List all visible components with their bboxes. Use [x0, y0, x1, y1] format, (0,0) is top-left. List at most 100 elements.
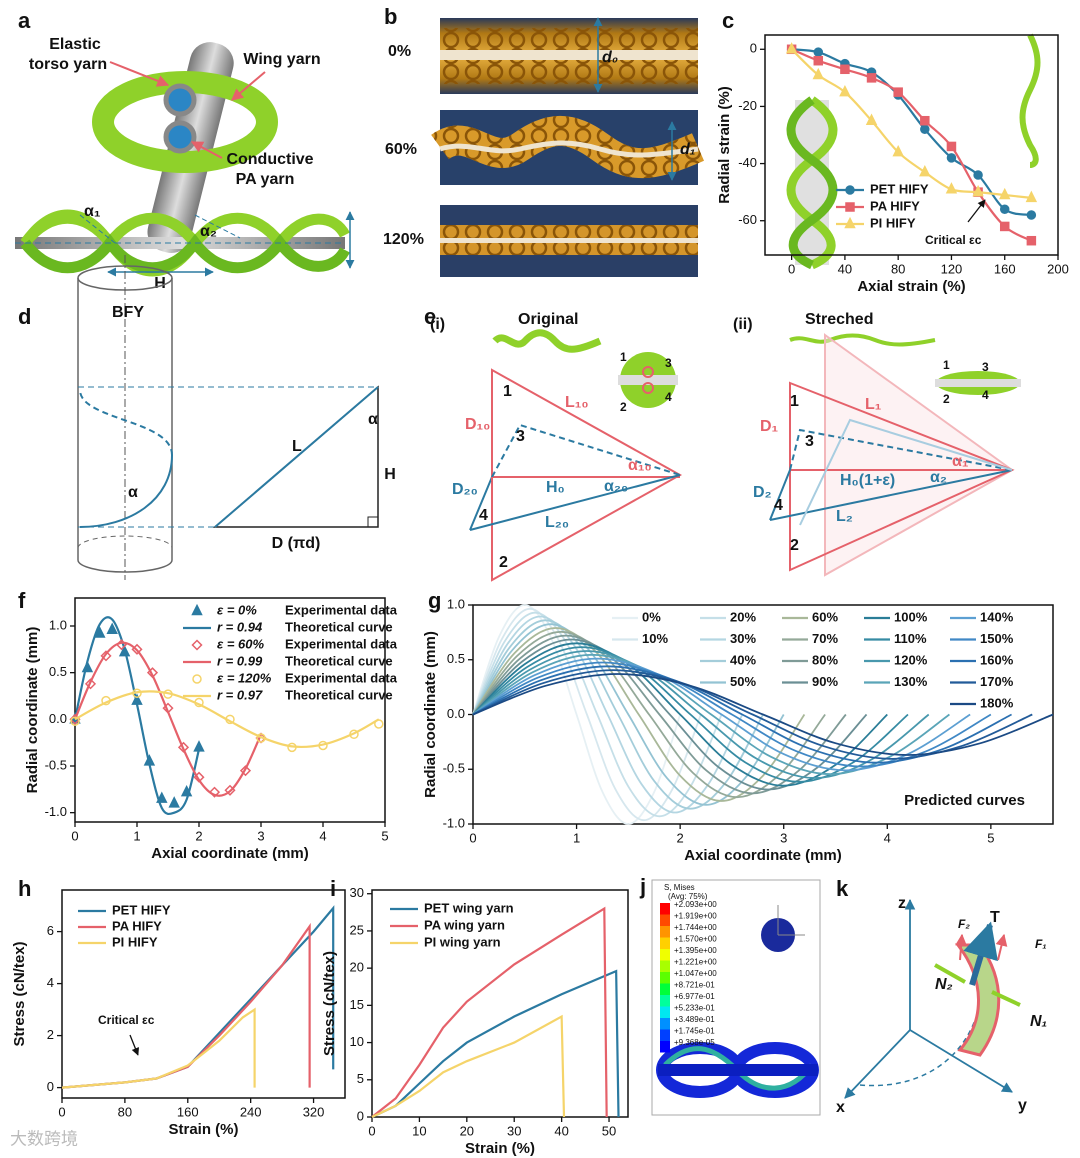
panel-label: f	[18, 588, 26, 613]
x-tick-label: 10	[412, 1123, 426, 1138]
scale-label: +1.221e+00	[674, 958, 717, 967]
panel-label: e	[424, 304, 436, 329]
x-tick-label: 40	[838, 261, 852, 276]
y-tick-label: 0.5	[447, 651, 465, 666]
label: D₁	[760, 418, 779, 435]
marker	[840, 64, 850, 75]
marker	[865, 113, 878, 125]
series-line	[472, 604, 681, 825]
marker	[100, 650, 112, 662]
legend-label: 100%	[894, 609, 928, 624]
model-core	[658, 1064, 818, 1076]
legend-label: 60%	[812, 609, 838, 624]
legend-label: 180%	[980, 695, 1014, 710]
x-tick-label: 2	[195, 828, 202, 843]
x-axis-title: Axial strain (%)	[857, 278, 965, 295]
plot-frame	[764, 34, 1059, 256]
series-line	[61, 1007, 256, 1089]
yarn-icon	[789, 333, 936, 347]
scale-label: +6.977e-01	[674, 992, 715, 1001]
triangle	[491, 423, 681, 478]
series-line	[472, 638, 868, 791]
marker	[920, 124, 930, 135]
series-line	[791, 48, 1032, 242]
scale-label: +1.570e+00	[674, 935, 717, 944]
label: H₀	[546, 479, 565, 496]
force-label: N₂	[935, 976, 953, 993]
strain-label: 0%	[388, 43, 411, 60]
panel-d	[77, 255, 379, 580]
right-angle	[367, 516, 379, 528]
marker	[94, 626, 106, 638]
legend-label: r = 0.94	[217, 619, 263, 634]
force-label: F₁	[1035, 937, 1047, 951]
legend-label: PI wing yarn	[424, 934, 501, 949]
marker	[812, 67, 824, 80]
label: Elastic	[49, 36, 101, 53]
inset-label: 1	[620, 350, 627, 364]
inset-label: 4	[982, 388, 989, 402]
series-line	[472, 673, 1054, 756]
color-swatch	[660, 960, 670, 972]
angle-line	[194, 214, 241, 239]
legend-label: PET HIFY	[112, 902, 171, 917]
marker	[813, 47, 824, 57]
legend-label: 10%	[642, 631, 668, 646]
legend-label: PA HIFY	[870, 198, 920, 213]
legend-marker	[845, 202, 855, 212]
legend-label: 70%	[812, 631, 838, 646]
scale-label: +8.721e-01	[674, 981, 715, 990]
triangle	[769, 469, 1013, 521]
conductive-core	[163, 120, 197, 154]
legend-label: 80%	[812, 652, 838, 667]
y-tick-label: -0.5	[443, 761, 465, 776]
marker	[893, 87, 903, 97]
x-tick-label: 20	[460, 1123, 474, 1138]
marker	[84, 678, 97, 690]
x-tick-label: 5	[987, 830, 994, 845]
marker	[946, 141, 957, 152]
label: α₂₀	[604, 478, 628, 495]
x-tick-label: 2	[677, 830, 684, 845]
panel-label: d	[18, 304, 31, 329]
x-tick-label: 1	[573, 830, 580, 845]
marker	[972, 184, 984, 197]
y-tick-label: 0.0	[49, 711, 67, 726]
hypotenuse	[214, 386, 379, 528]
y-tick-label: 2	[47, 1027, 54, 1042]
y-tick-label: -0.5	[45, 757, 67, 772]
tag: (ii)	[733, 316, 753, 333]
x-tick-label: 80	[118, 1104, 132, 1119]
series-line	[61, 905, 335, 1089]
vertex: 1	[790, 393, 799, 410]
label: α₂	[930, 469, 947, 486]
x-tick-label: 80	[891, 261, 905, 276]
series-line	[472, 627, 806, 802]
yarn-icon	[795, 100, 829, 265]
triangle	[789, 428, 1013, 471]
legend-label: 50%	[730, 674, 756, 689]
color-swatch	[660, 972, 670, 984]
inset-label: 3	[982, 360, 989, 374]
x-tick-label: 160	[177, 1104, 199, 1119]
x-tick-label: 4	[319, 828, 326, 843]
marker	[999, 204, 1010, 215]
core	[440, 238, 698, 243]
legend-label: 0%	[642, 609, 661, 624]
x-tick-label: 200	[1047, 261, 1069, 276]
x-tick-label: 1	[133, 828, 140, 843]
series-line	[472, 623, 785, 806]
marker	[168, 796, 180, 808]
legend-label: r = 0.97	[217, 687, 263, 702]
x-tick-label: 0	[58, 1104, 65, 1119]
panel-label: c	[722, 8, 734, 33]
annotation: Critical εc	[98, 1013, 155, 1027]
scale-label: +1.745e-01	[674, 1027, 715, 1036]
x-axis-title: Strain (%)	[168, 1121, 238, 1138]
label: L₂	[836, 508, 853, 525]
vertex: 2	[499, 554, 508, 571]
color-swatch	[660, 995, 670, 1007]
marker	[945, 182, 958, 194]
legend-label: PA HIFY	[112, 918, 162, 933]
marker	[1026, 210, 1037, 220]
